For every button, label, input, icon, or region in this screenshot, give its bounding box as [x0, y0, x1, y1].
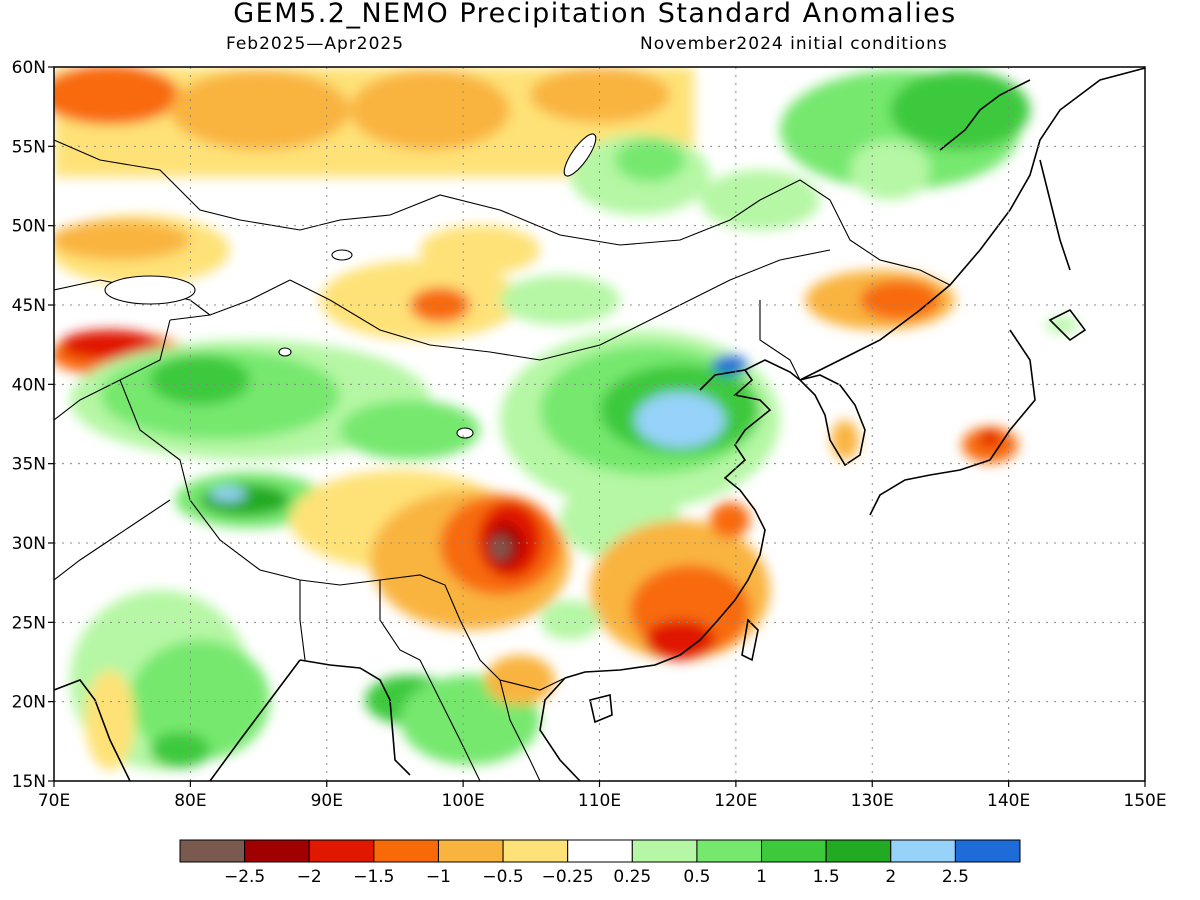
colorbar-label: −1.5 — [353, 867, 394, 887]
lat-label: 35N — [12, 455, 46, 475]
lon-label: 90E — [311, 791, 343, 811]
coastlines — [54, 67, 1145, 781]
lon-label: 100E — [442, 791, 485, 811]
colorbar-label: −2 — [297, 867, 322, 887]
colorbar: −2.5 −2 −1.5 −1 −0.5 −0.25 0.25 0.5 1 1.5 2 2.5 — [179, 839, 1021, 887]
lat-label: 50N — [12, 217, 46, 237]
anomaly-field — [54, 67, 1145, 781]
axis-ticks: 70E 80E 90E 100E 110E 120E 130E 140E 150E 15N 20N 2… — [12, 58, 1167, 811]
grid-lines — [54, 67, 1145, 781]
colorbar-swatch — [761, 839, 827, 863]
colorbar-label: 2 — [885, 867, 896, 887]
lat-label: 55N — [12, 137, 46, 157]
colorbar-swatch — [890, 839, 956, 863]
colorbar-label: 1 — [756, 867, 767, 887]
lat-label: 60N — [12, 58, 46, 78]
colorbar-label: −0.25 — [542, 867, 594, 887]
colorbar-swatch — [567, 839, 633, 863]
lat-label: 45N — [12, 296, 46, 316]
lon-label: 70E — [38, 791, 70, 811]
colorbar-label: 1.5 — [813, 867, 840, 887]
colorbar-swatch — [696, 839, 763, 863]
lon-label: 80E — [174, 791, 206, 811]
lon-label: 140E — [987, 791, 1030, 811]
colorbar-swatch — [179, 839, 246, 863]
lat-label: 25N — [12, 613, 46, 633]
colorbar-swatch — [437, 839, 504, 863]
colorbar-swatch — [631, 839, 698, 863]
colorbar-swatch — [373, 839, 439, 863]
lat-label: 15N — [12, 772, 46, 792]
lat-label: 30N — [12, 534, 46, 554]
map-title: GEM5.2_NEMO Precipitation Standard Anoma… — [233, 0, 957, 29]
country-borders — [54, 139, 951, 781]
initial-conditions: November2024 initial conditions — [640, 34, 948, 54]
colorbar-swatch — [502, 839, 569, 863]
forecast-period: Feb2025—Apr2025 — [226, 34, 405, 54]
colorbar-label: −0.5 — [482, 867, 523, 887]
colorbar-swatch — [825, 839, 892, 863]
colorbar-label: 0.5 — [683, 867, 710, 887]
lon-label: 150E — [1123, 791, 1166, 811]
lat-label: 20N — [12, 693, 46, 713]
colorbar-swatch — [954, 839, 1021, 863]
lon-label: 130E — [851, 791, 894, 811]
colorbar-label: −1 — [426, 867, 451, 887]
colorbar-label: 2.5 — [942, 867, 969, 887]
colorbar-swatch — [308, 839, 375, 863]
lon-label: 110E — [578, 791, 621, 811]
colorbar-label: 0.25 — [613, 867, 651, 887]
lon-label: 120E — [714, 791, 757, 811]
colorbar-label: −2.5 — [224, 867, 265, 887]
colorbar-swatch — [244, 839, 310, 863]
lat-label: 40N — [12, 375, 46, 395]
